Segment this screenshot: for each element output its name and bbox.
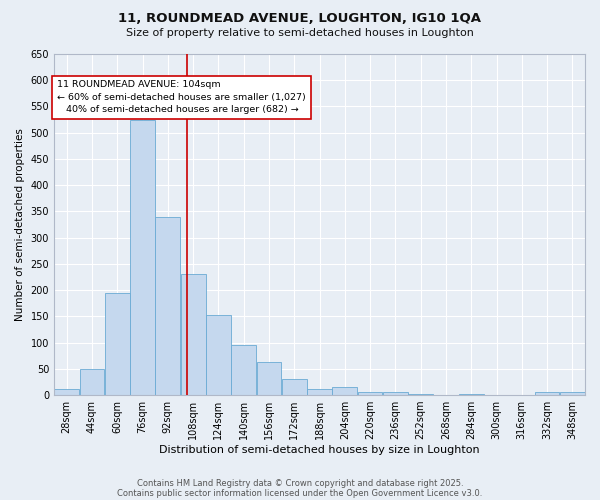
Bar <box>332 387 357 395</box>
Bar <box>535 392 559 395</box>
Bar <box>231 345 256 395</box>
Bar <box>105 293 130 395</box>
Bar <box>307 389 332 395</box>
Bar <box>560 392 585 395</box>
Text: 11, ROUNDMEAD AVENUE, LOUGHTON, IG10 1QA: 11, ROUNDMEAD AVENUE, LOUGHTON, IG10 1QA <box>119 12 482 26</box>
Text: Contains public sector information licensed under the Open Government Licence v3: Contains public sector information licen… <box>118 488 482 498</box>
Bar <box>130 120 155 395</box>
Bar <box>408 394 433 395</box>
Y-axis label: Number of semi-detached properties: Number of semi-detached properties <box>15 128 25 321</box>
X-axis label: Distribution of semi-detached houses by size in Loughton: Distribution of semi-detached houses by … <box>159 445 480 455</box>
Bar <box>80 369 104 395</box>
Bar <box>282 380 307 395</box>
Bar <box>358 392 382 395</box>
Bar <box>383 392 408 395</box>
Bar <box>206 315 231 395</box>
Text: 11 ROUNDMEAD AVENUE: 104sqm
← 60% of semi-detached houses are smaller (1,027)
  : 11 ROUNDMEAD AVENUE: 104sqm ← 60% of sem… <box>57 80 306 114</box>
Text: Size of property relative to semi-detached houses in Loughton: Size of property relative to semi-detach… <box>126 28 474 38</box>
Bar <box>459 394 484 395</box>
Text: Contains HM Land Registry data © Crown copyright and database right 2025.: Contains HM Land Registry data © Crown c… <box>137 478 463 488</box>
Bar <box>257 362 281 395</box>
Bar <box>155 216 180 395</box>
Bar <box>181 274 206 395</box>
Bar <box>54 389 79 395</box>
